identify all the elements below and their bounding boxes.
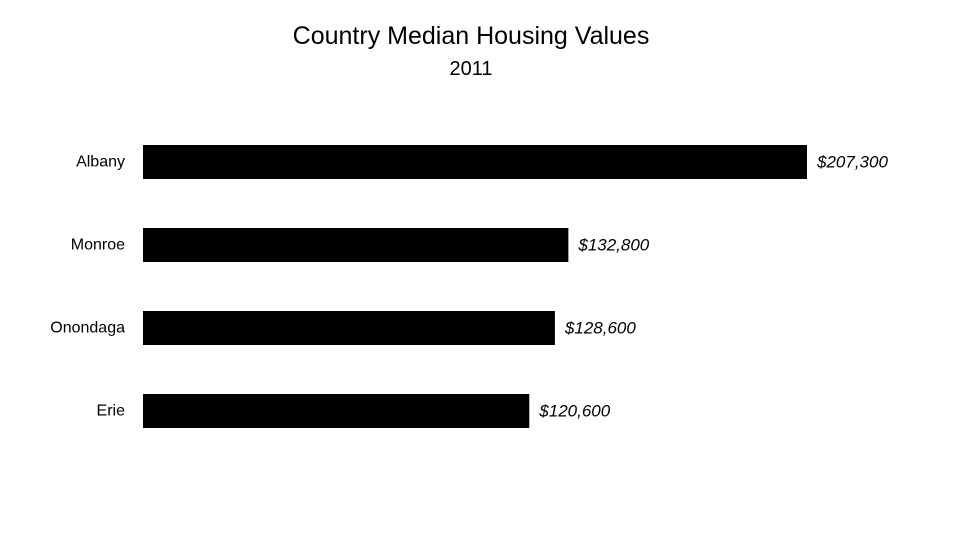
value-label: $128,600 — [564, 319, 636, 338]
value-label: $207,300 — [816, 153, 888, 172]
value-label: $132,800 — [577, 236, 649, 255]
category-label: Albany — [76, 154, 125, 171]
bar-onondaga — [143, 311, 555, 345]
category-label: Monroe — [71, 237, 125, 254]
category-label: Onondaga — [50, 320, 125, 337]
chart-subtitle: 2011 — [449, 58, 493, 80]
category-label: Erie — [97, 403, 126, 420]
bar-erie — [143, 394, 530, 428]
value-label: $120,600 — [538, 402, 610, 421]
bar-monroe — [143, 228, 569, 262]
bar-albany — [143, 145, 807, 179]
chart-title: Country Median Housing Values — [292, 22, 650, 50]
